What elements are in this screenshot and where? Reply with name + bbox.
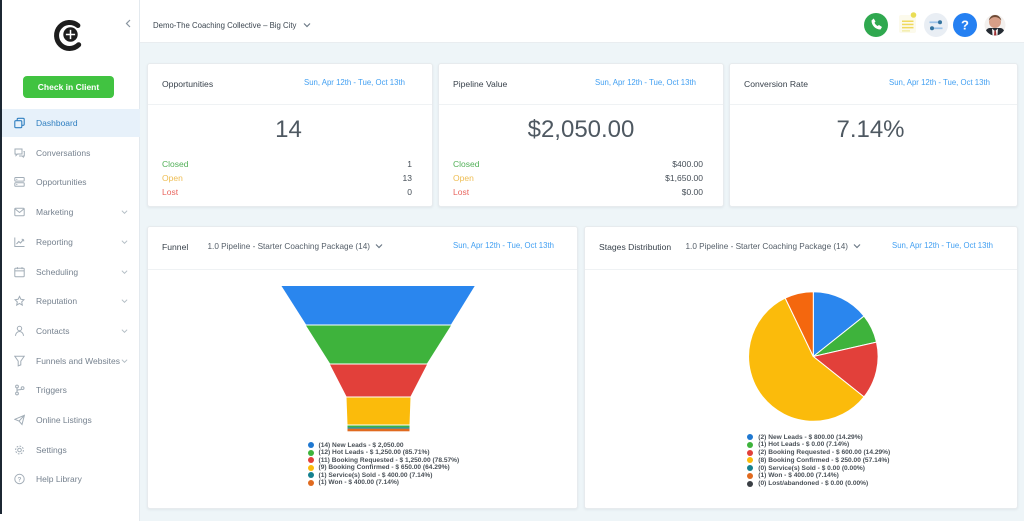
svg-text:?: ? xyxy=(961,18,969,33)
svg-text:?: ? xyxy=(18,477,22,484)
